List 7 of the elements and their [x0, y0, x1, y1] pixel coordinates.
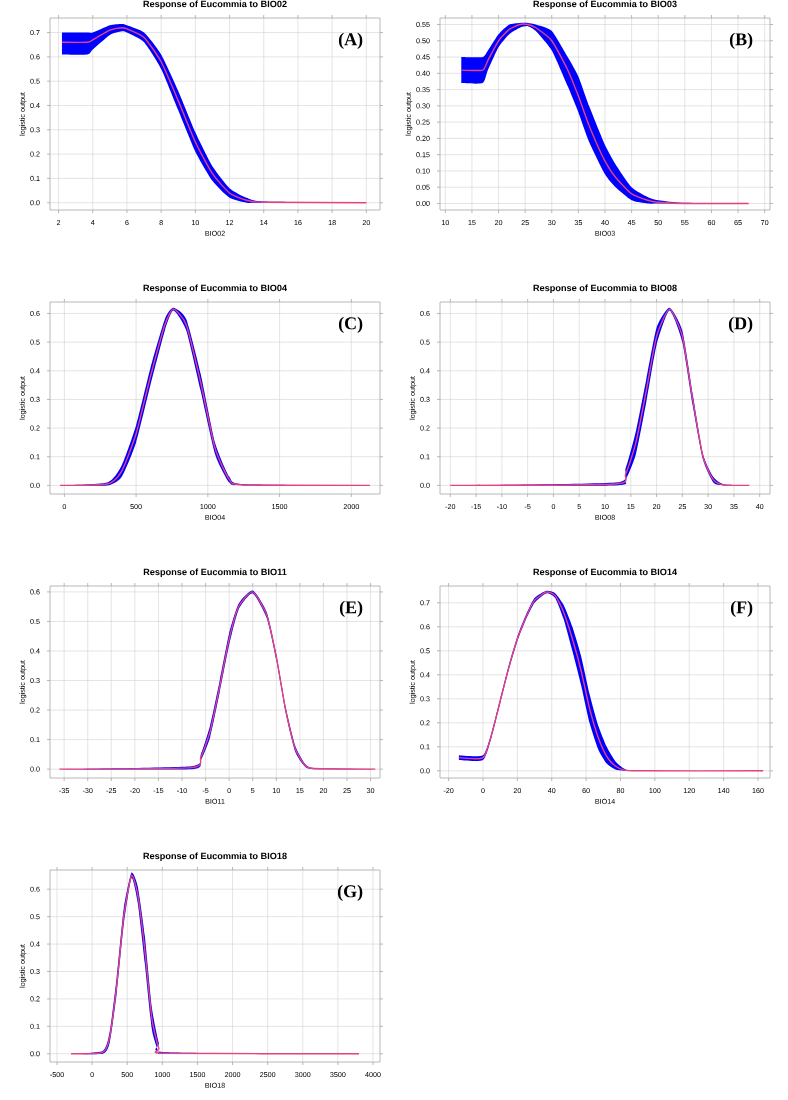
annotation: (F)	[730, 600, 753, 617]
annotation: (B)	[729, 32, 753, 49]
annotation: (D)	[728, 316, 753, 333]
annotation: (C)	[338, 316, 363, 333]
annotation: (E)	[339, 600, 363, 617]
annotation: (G)	[337, 884, 363, 901]
annotation: (A)	[338, 32, 363, 49]
